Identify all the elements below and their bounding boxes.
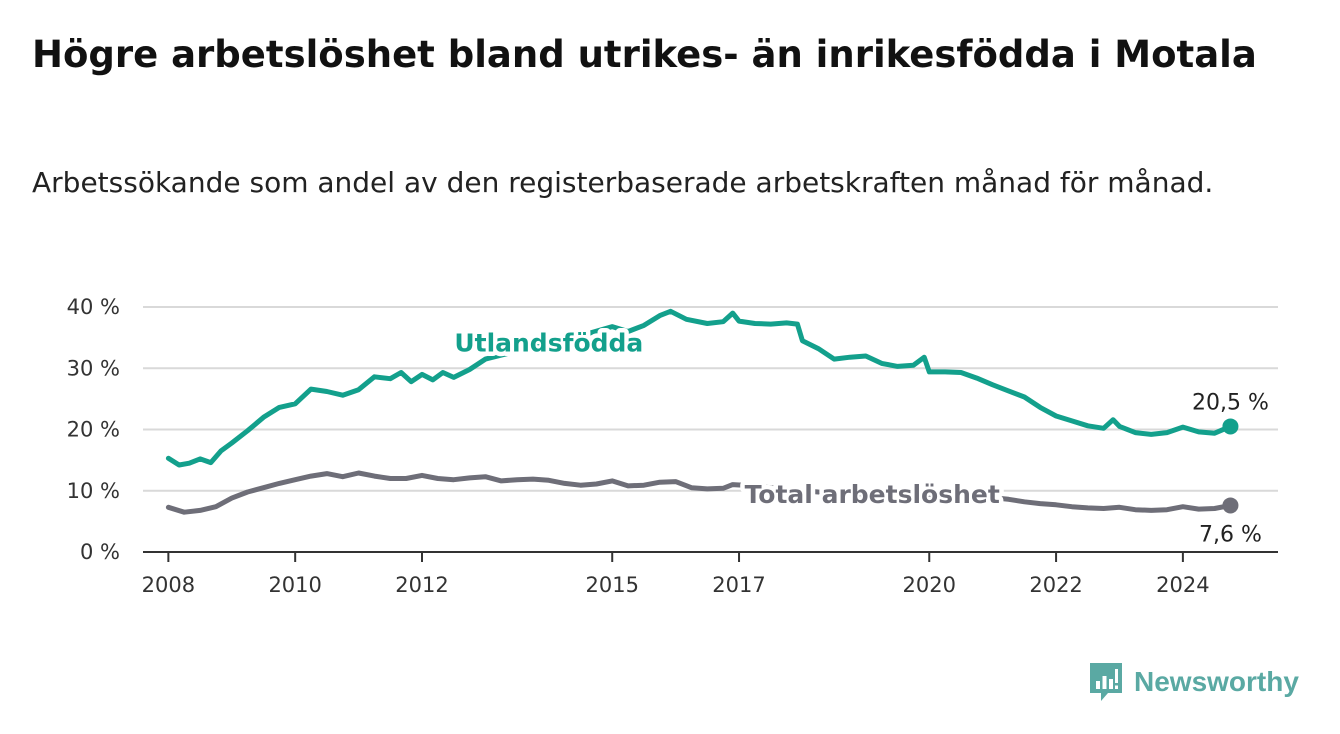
series-line-1 (165, 470, 1233, 515)
y-tick-label: 40 % (67, 295, 120, 319)
gridlines (143, 306, 1278, 492)
chart-subtitle: Arbetssökande som andel av den registerb… (32, 166, 1214, 199)
chart-title: Högre arbetslöshet bland utrikes- än inr… (32, 33, 1257, 76)
newsworthy-brand: Newsworthy (1088, 660, 1299, 704)
x-tick-label: 2015 (585, 573, 638, 597)
y-tick-label: 30 % (67, 356, 120, 380)
series-name-label-0: Utlandsfödda (454, 329, 643, 358)
x-tick-label: 2024 (1156, 573, 1209, 597)
newsworthy-logo-icon (1090, 663, 1122, 701)
x-tick-label: 2008 (142, 573, 195, 597)
series-end-label-1: 7,6 % (1199, 522, 1262, 547)
y-tick-label: 20 % (67, 418, 120, 442)
series-line-0 (165, 308, 1233, 468)
series-labels: 20,5 % Utlandsfödda 7,6 % Total arbetslöshe… (450, 324, 1269, 547)
x-tick-label: 2017 (712, 573, 765, 597)
x-tick-label: 2020 (903, 573, 956, 597)
x-tick-label: 2012 (395, 573, 448, 597)
series-lines (165, 308, 1239, 515)
series-end-marker-1 (1222, 497, 1239, 514)
series-name-label-1: Total arbetslöshet (745, 480, 1000, 509)
series-end-marker-0 (1222, 418, 1239, 435)
x-tick-label: 2022 (1029, 573, 1082, 597)
y-tick-label: 10 % (67, 479, 120, 503)
x-tick-label: 2010 (268, 573, 321, 597)
brand-name: Newsworthy (1134, 666, 1299, 697)
y-tick-label: 0 % (80, 540, 120, 564)
axes: 0 % 10 % 20 % 30 % 40 % 2008 2010 2012 2015 2017 2… (67, 295, 1278, 597)
series-end-label-0: 20,5 % (1192, 390, 1269, 415)
